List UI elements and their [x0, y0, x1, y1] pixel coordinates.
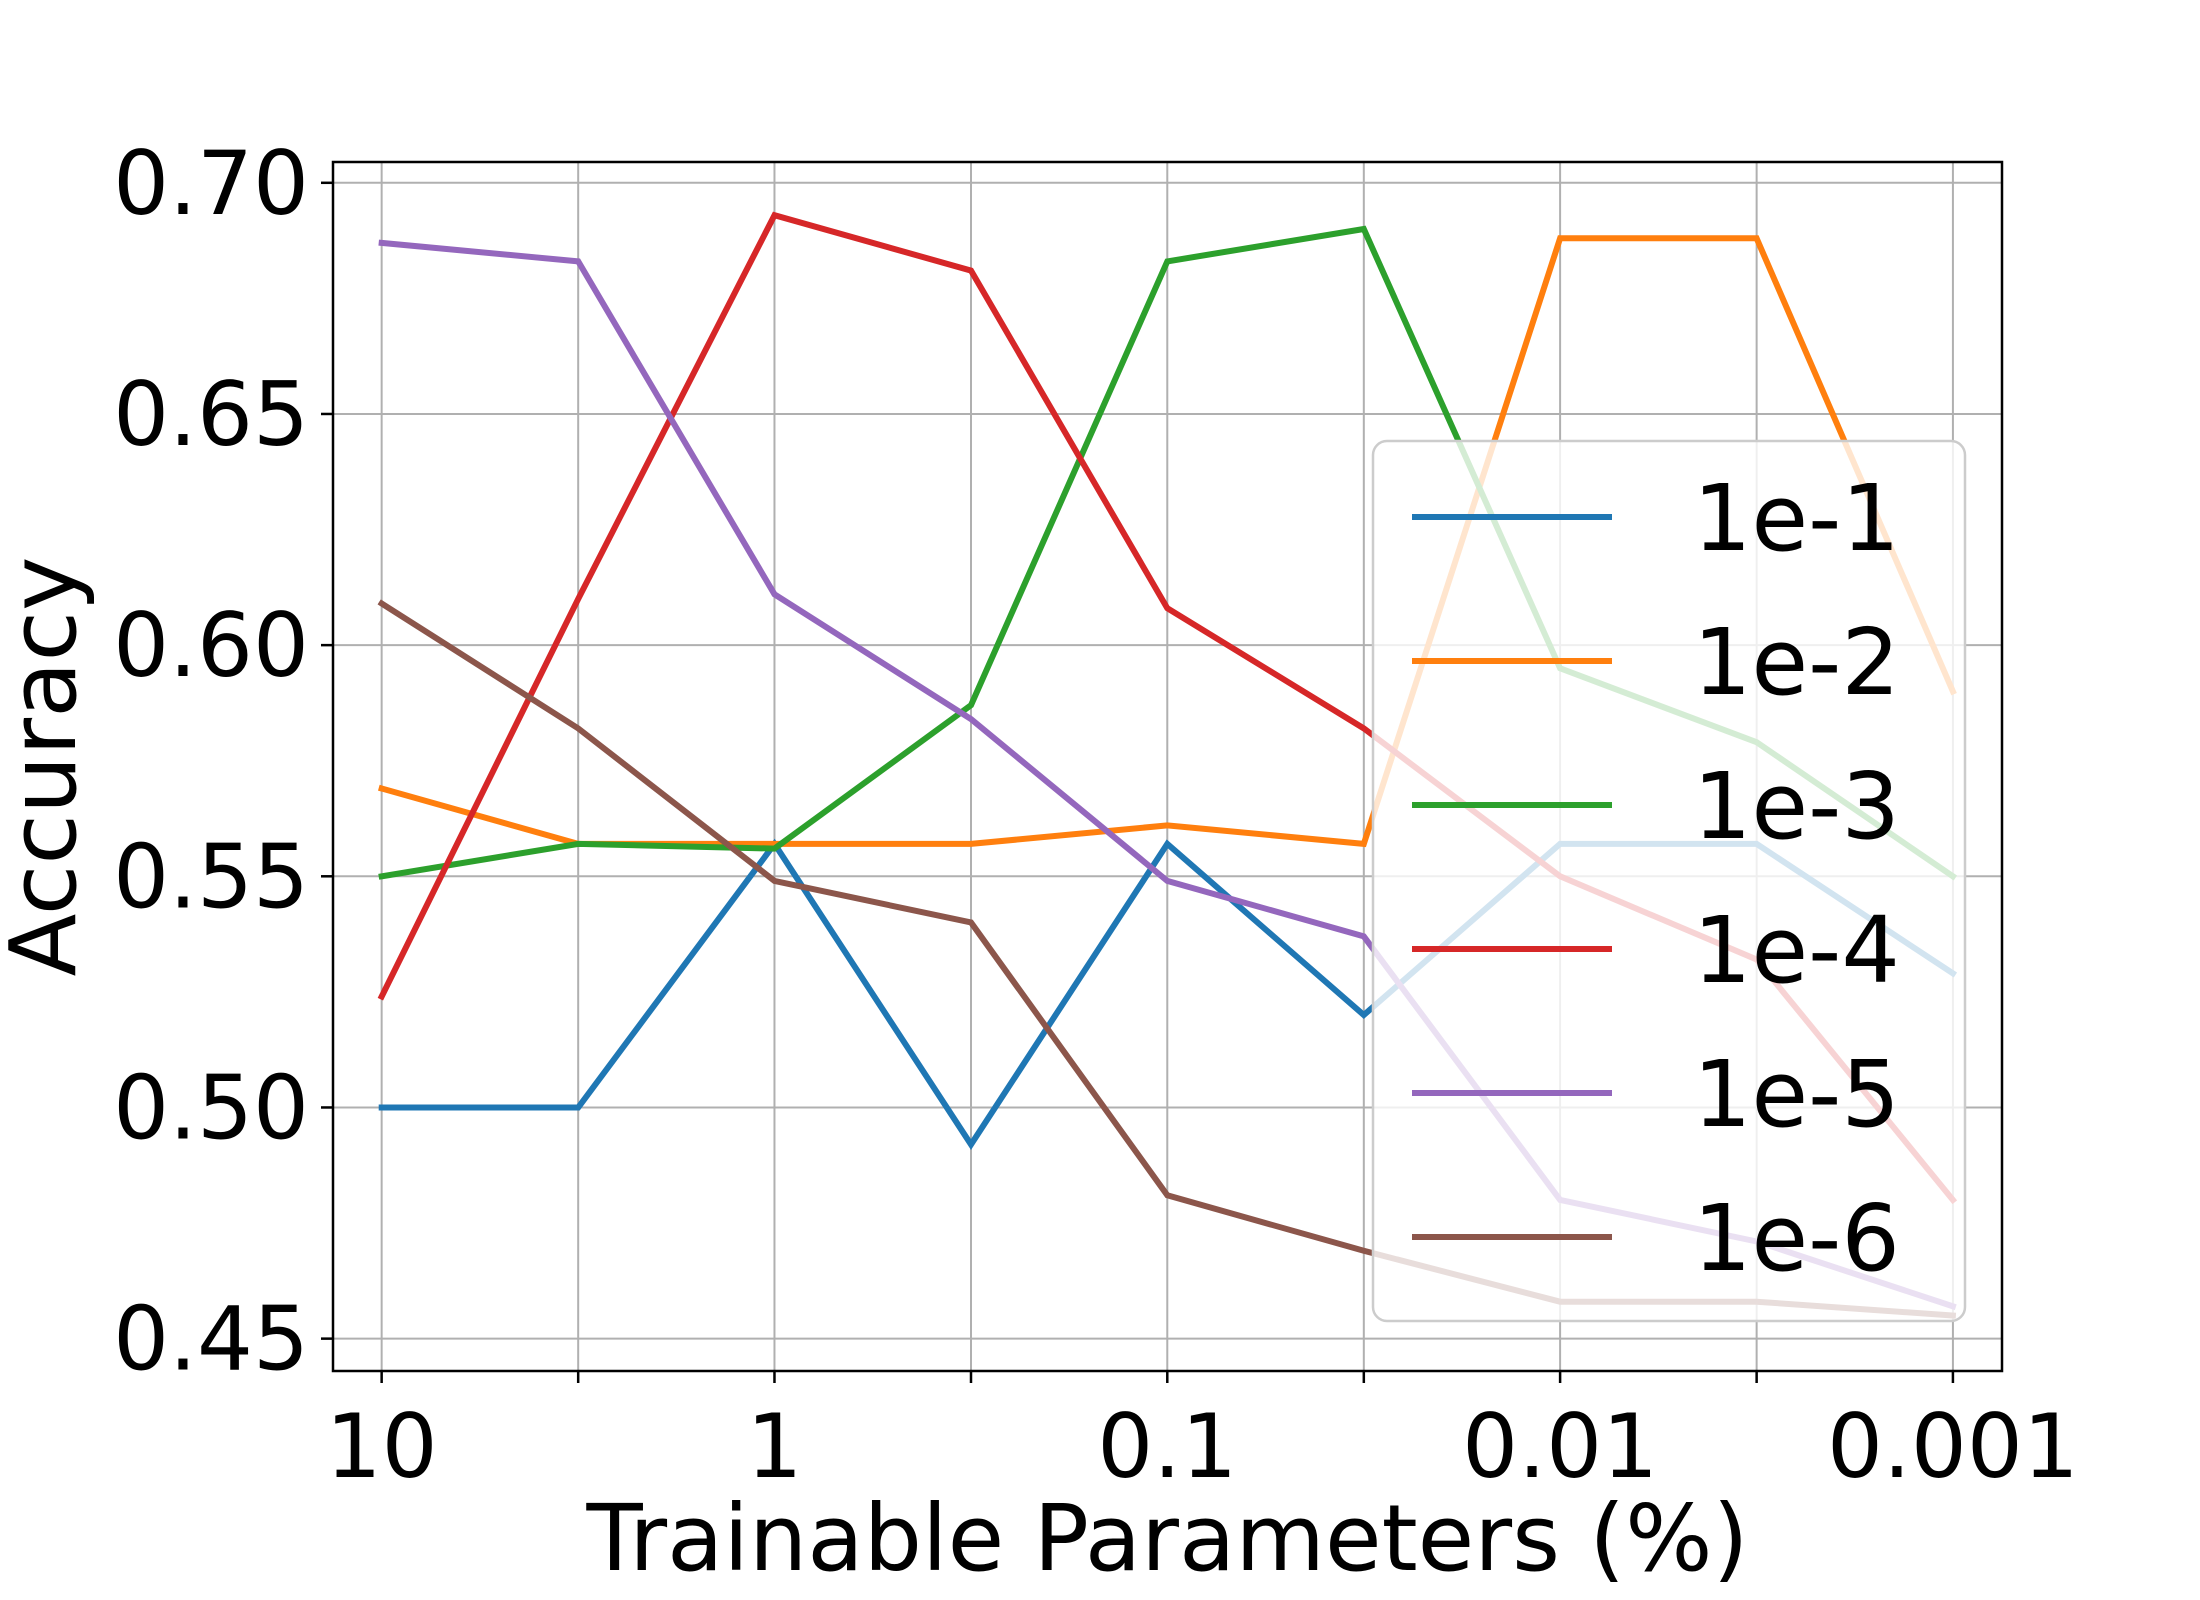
- y-tick-label: 0.55: [113, 825, 309, 928]
- x-tick-label: 0.001: [1827, 1395, 2079, 1498]
- y-tick-label: 0.60: [113, 594, 309, 697]
- legend-label: 1e-4: [1693, 897, 1900, 1004]
- x-tick-label: 10: [326, 1395, 438, 1498]
- x-tick-label: 0.1: [1097, 1395, 1237, 1498]
- y-axis-label: Accuracy: [0, 556, 97, 976]
- x-tick-label: 0.01: [1462, 1395, 1658, 1498]
- legend-label: 1e-6: [1693, 1185, 1900, 1292]
- y-tick-label: 0.65: [113, 363, 309, 466]
- legend-label: 1e-5: [1693, 1041, 1900, 1148]
- y-tick-label: 0.70: [113, 132, 309, 235]
- x-tick-label: 1: [746, 1395, 802, 1498]
- y-tick-label: 0.50: [113, 1056, 309, 1159]
- legend-label: 1e-1: [1693, 465, 1900, 572]
- x-axis-label: Trainable Parameters (%): [586, 1485, 1749, 1592]
- legend-label: 1e-2: [1693, 609, 1900, 716]
- legend: 1e-1 1e-2 1e-3 1e-4 1e-5 1e-6: [1371, 439, 1967, 1323]
- y-tick-label: 0.45: [113, 1288, 309, 1391]
- legend-label: 1e-3: [1693, 753, 1900, 860]
- axis-ticks: 10 1 0.1 0.01 0.001 0.45 0.50 0.55 0.60 0.65 0.70: [113, 132, 2079, 1498]
